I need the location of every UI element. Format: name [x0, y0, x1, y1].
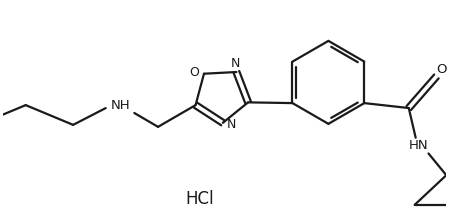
Text: O: O — [189, 66, 199, 79]
Text: HCl: HCl — [186, 190, 214, 208]
Text: O: O — [436, 63, 447, 76]
Text: N: N — [231, 57, 240, 70]
Text: N: N — [227, 118, 237, 131]
Text: HN: HN — [409, 139, 428, 152]
Text: NH: NH — [111, 99, 130, 112]
